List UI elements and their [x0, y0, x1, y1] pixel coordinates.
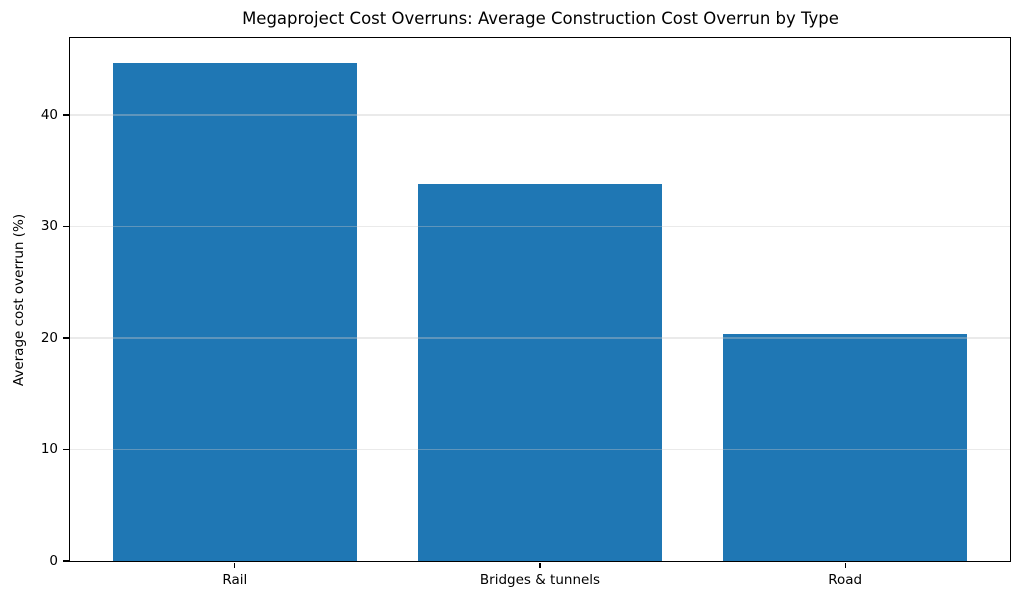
bar-rail — [112, 62, 357, 561]
y-axis-tick — [63, 560, 69, 562]
x-tick-label: Rail — [222, 572, 248, 588]
plot-area: 0 10 20 30 40 Rail Bridges & tunnels Road — [41, 37, 1011, 588]
y-axis-tick — [63, 337, 69, 339]
chart-title: Megaproject Cost Overruns: Average Const… — [242, 9, 839, 28]
y-tick-label: 20 — [40, 329, 58, 346]
bar-bridges-tunnels — [417, 184, 663, 561]
y-axis-tick — [63, 225, 69, 228]
y-tick-label: 30 — [40, 218, 58, 235]
y-tick-label: 10 — [40, 441, 58, 458]
x-tick-label: Road — [828, 572, 863, 588]
y-tick-label: 40 — [40, 106, 58, 123]
y-tick-label: 0 — [49, 553, 58, 569]
y-axis-label: Average cost overrun (%) — [11, 213, 27, 387]
y-axis-tick — [63, 448, 69, 451]
x-axis-tick — [234, 562, 236, 568]
x-axis-tick — [539, 562, 541, 568]
y-axis-tick — [63, 114, 69, 116]
x-axis-tick — [844, 562, 846, 568]
x-tick-label: Bridges & tunnels — [479, 572, 601, 588]
bar-road — [723, 333, 968, 561]
